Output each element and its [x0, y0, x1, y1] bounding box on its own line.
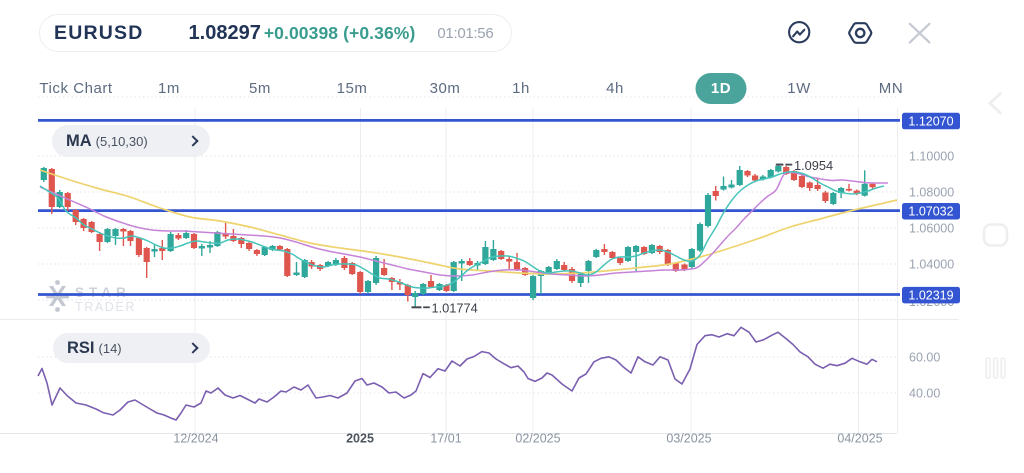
svg-text:1.08000: 1.08000	[909, 186, 954, 200]
svg-text:40.00: 40.00	[909, 387, 940, 401]
svg-text:1.0954: 1.0954	[794, 158, 833, 173]
svg-text:60.00: 60.00	[909, 351, 940, 365]
svg-text:1.04000: 1.04000	[909, 258, 954, 272]
svg-text:12/2024: 12/2024	[173, 432, 218, 446]
svg-text:STAR: STAR	[75, 285, 131, 300]
svg-text:TRADER: TRADER	[75, 300, 136, 314]
svg-text:2025: 2025	[346, 432, 374, 446]
svg-text:1.10000: 1.10000	[909, 150, 954, 164]
svg-text:17/01: 17/01	[430, 432, 461, 446]
svg-text:1.07032: 1.07032	[908, 205, 953, 219]
svg-text:1.02319: 1.02319	[908, 289, 953, 303]
svg-text:02/2025: 02/2025	[515, 432, 560, 446]
svg-text:1.12070: 1.12070	[908, 114, 953, 128]
svg-text:03/2025: 03/2025	[666, 432, 711, 446]
svg-text:1.01774: 1.01774	[432, 300, 478, 315]
svg-text:04/2025: 04/2025	[837, 432, 882, 446]
svg-text:1.06000: 1.06000	[909, 222, 954, 236]
